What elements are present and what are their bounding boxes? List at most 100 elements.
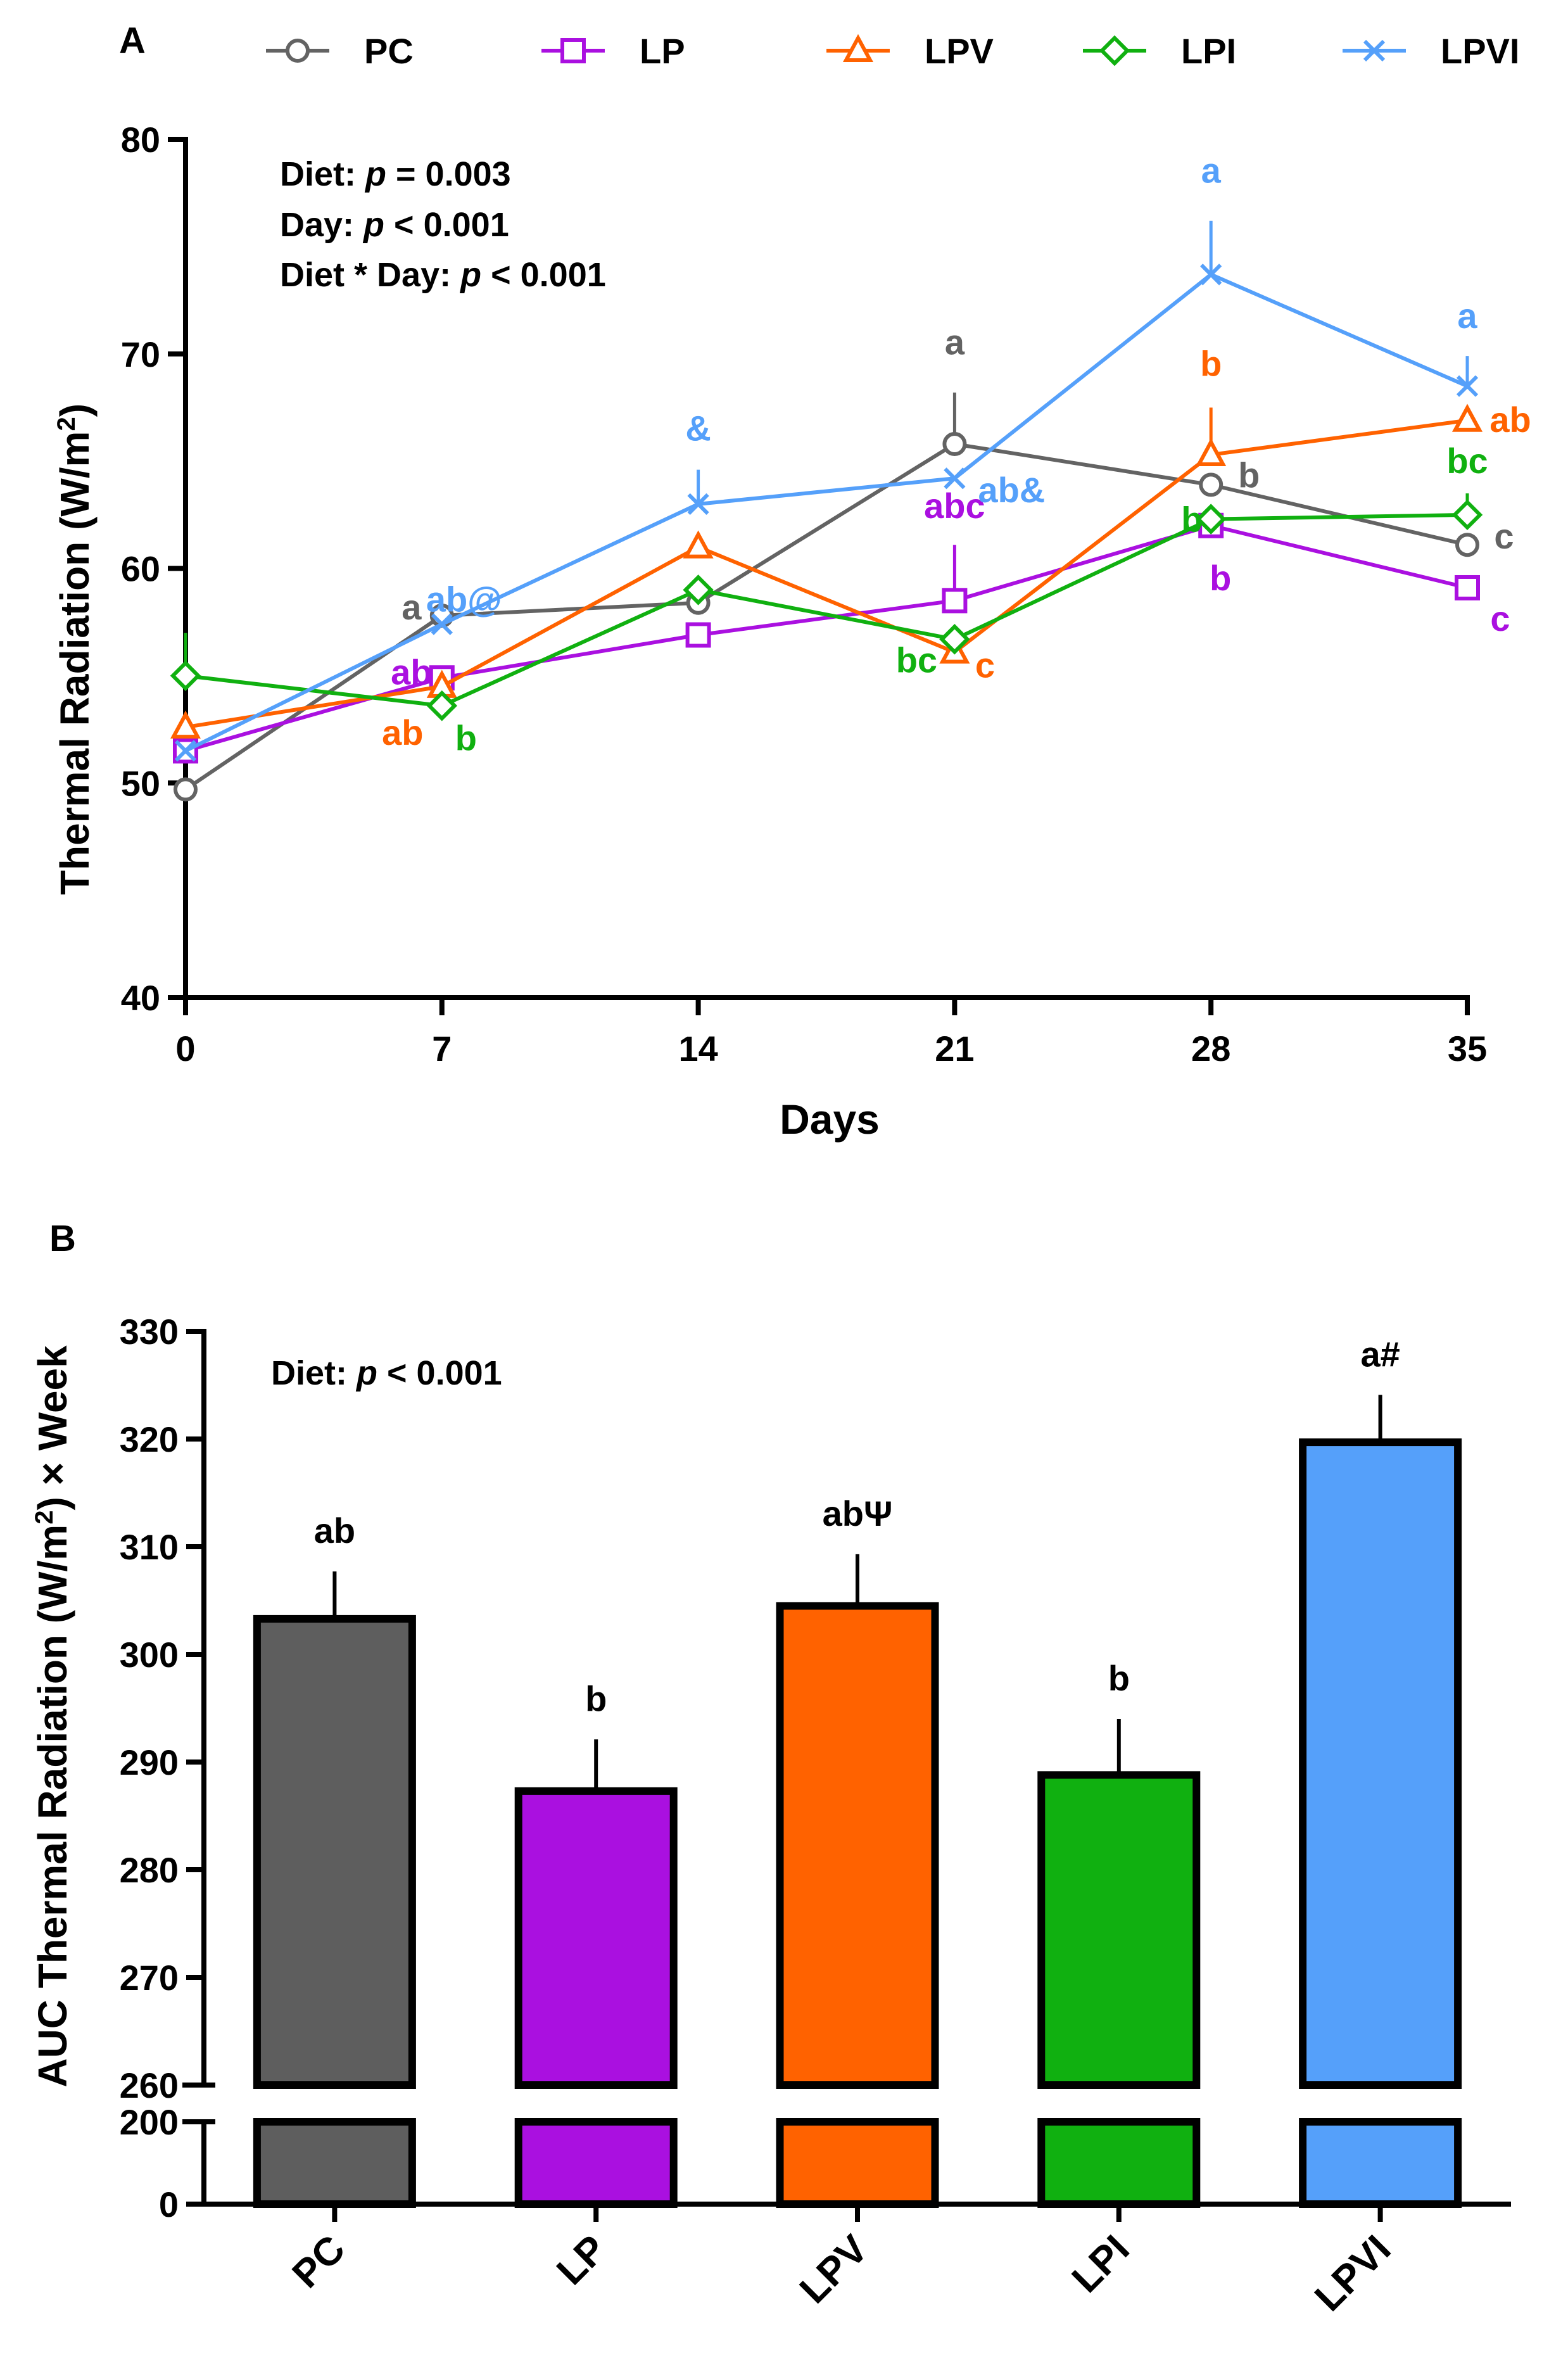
series-line-lp [185,523,1468,753]
sig-letter-lp: c [1490,599,1510,638]
data-point-lpvi [944,467,966,490]
data-point-pc [174,777,198,802]
panel-a-x-tick-label: 0 [175,1029,195,1068]
panel-a-y-tick-label: 40 [121,978,160,1018]
panel-a-x-tick-label: 35 [1448,1029,1487,1068]
legend-item-lpvi: LPVI [1343,31,1519,71]
legend-label-lp: LP [640,31,685,71]
sig-letter-pc: b [1238,455,1260,495]
bar-lpi-lower [1037,2118,1201,2208]
bar-lpv-upper [776,1602,939,2089]
panel-a-y-tick-label: 70 [121,334,160,374]
sig-letter-lpi: bc [1446,441,1488,481]
panel-b-y-tick-label: 320 [120,1419,179,1459]
bar-lp-upper [514,1787,678,2089]
bar-lpvi-lower [1299,2118,1462,2208]
sig-letter-pc: a [945,322,965,362]
panel-b-y-tick-label: 330 [120,1312,179,1352]
panel-a-x-tick-label: 14 [678,1029,718,1068]
sig-letter-lpi: b [1181,500,1203,540]
panel-a-legend: PC LP LPV LPI LPVI [266,31,1519,71]
panel-b-y-tick-label: 270 [120,1958,179,1998]
panel-b-bar-chart: B Diet: p < 0.001 abPCbLPabΨLPVbLPIa#LPV… [30,1218,1511,2319]
series-line-lpi [185,512,1468,708]
legend-item-lpv: LPV [826,31,994,71]
legend-item-lpi: LPI [1083,31,1236,71]
sig-letter-lpv: abΨ [823,1493,893,1533]
legend-label-pc: PC [364,31,414,71]
panel-b-y-axis-title: AUC Thermal Radiation (W/m2) × Week [30,1345,75,2088]
sig-letter-lpv: c [975,645,995,685]
series-lpi [170,493,1483,721]
panel-a-stat-diet: Diet: p = 0.003 [280,155,511,193]
panel-b-y-tick-label: 200 [120,2102,179,2142]
legend-marker-lpvi [1363,39,1386,62]
sig-letter-lpvi: & [685,409,711,448]
data-point-lpvi [431,613,453,635]
panel-a-line-chart: A PC LP LPV LPI LPVI Diet: p = 0.003 Day: p … [52,20,1531,1143]
data-point-lpi [170,660,201,692]
data-point-lpvi [1456,375,1479,397]
panel-a-stat-day: Day: p < 0.001 [280,206,509,244]
bar-lp-lower [514,2118,678,2208]
panel-a-x-axis-title: Days [780,1096,880,1143]
legend-label-lpv: LPV [925,31,994,71]
sig-letter-pc: ab [314,1511,355,1550]
sig-letter-lpvi: a [1457,296,1477,336]
data-point-lpvi [1200,263,1222,286]
data-point-pc [1455,533,1479,557]
sig-letter-lpi: b [455,718,477,758]
panel-a-x-tick-label: 28 [1191,1029,1230,1068]
panel-b-y-tick-label: 260 [120,2065,179,2105]
bar-group-lpvi: a#LPVI [1299,1334,1462,2319]
data-point-pc [942,432,967,457]
panel-a-x-tick-label: 7 [432,1029,452,1068]
data-point-lpvi-stroke-2 [431,613,453,635]
series-line-lpv [185,418,1468,730]
sig-letter-lp: abc [924,486,985,526]
series-line-lpvi [184,272,1469,753]
sig-letter-lpi: bc [896,640,937,680]
data-point-lpi [683,574,714,606]
sig-letter-lp: b [585,1678,607,1718]
panel-a-letter: A [119,20,146,61]
data-point-lpi [426,690,458,721]
panel-b-axes: 260 270 280 290 300 310 320 330 0 200 [120,1312,1511,2224]
panel-a-axes: 40 50 60 70 80 0 7 14 21 28 35 [121,120,1487,1068]
legend-label-lpvi: LPVI [1441,31,1519,71]
legend-marker-pc [286,39,310,63]
sig-letter-pc: c [1494,516,1514,556]
legend-marker-lpv [842,34,874,62]
panel-b-y-tick-label: 310 [120,1527,179,1567]
data-point-lpvi-stroke-2 [944,467,966,490]
panel-a-series [170,220,1483,802]
data-point-lpi [1451,499,1483,531]
bar-pc-lower [253,2118,416,2208]
sig-letter-lpvi: a# [1360,1334,1400,1374]
data-point-lp [685,622,711,648]
data-point-lpi [1195,504,1227,535]
panel-a-stat-interaction: Diet * Day: p < 0.001 [280,256,606,294]
data-point-lpvi-stroke-2 [1456,375,1479,397]
bar-lpv-lower [776,2118,939,2208]
bar-pc-upper [253,1614,416,2089]
data-point-lp [1455,574,1480,600]
panel-a-y-axis-title: Thermal Radiation (W/m2) [52,403,98,895]
sig-letter-lpv: ab [1489,400,1531,440]
data-point-lp [942,588,968,614]
data-point-lpvi-stroke-2 [174,740,197,762]
data-point-lpi [939,624,970,655]
sig-letter-pc: a [401,587,422,627]
data-point-lpvi [687,493,709,515]
legend-marker-lpvi-stroke-2 [1363,39,1386,62]
panel-b-y-tick-label: 300 [120,1635,179,1675]
panel-b-letter: B [49,1218,76,1259]
bar-lpi-upper [1037,1771,1201,2089]
panel-a-y-tick-label: 50 [121,763,160,803]
data-point-lpv [1451,403,1483,432]
panel-b-y-tick-label: 290 [120,1742,179,1782]
